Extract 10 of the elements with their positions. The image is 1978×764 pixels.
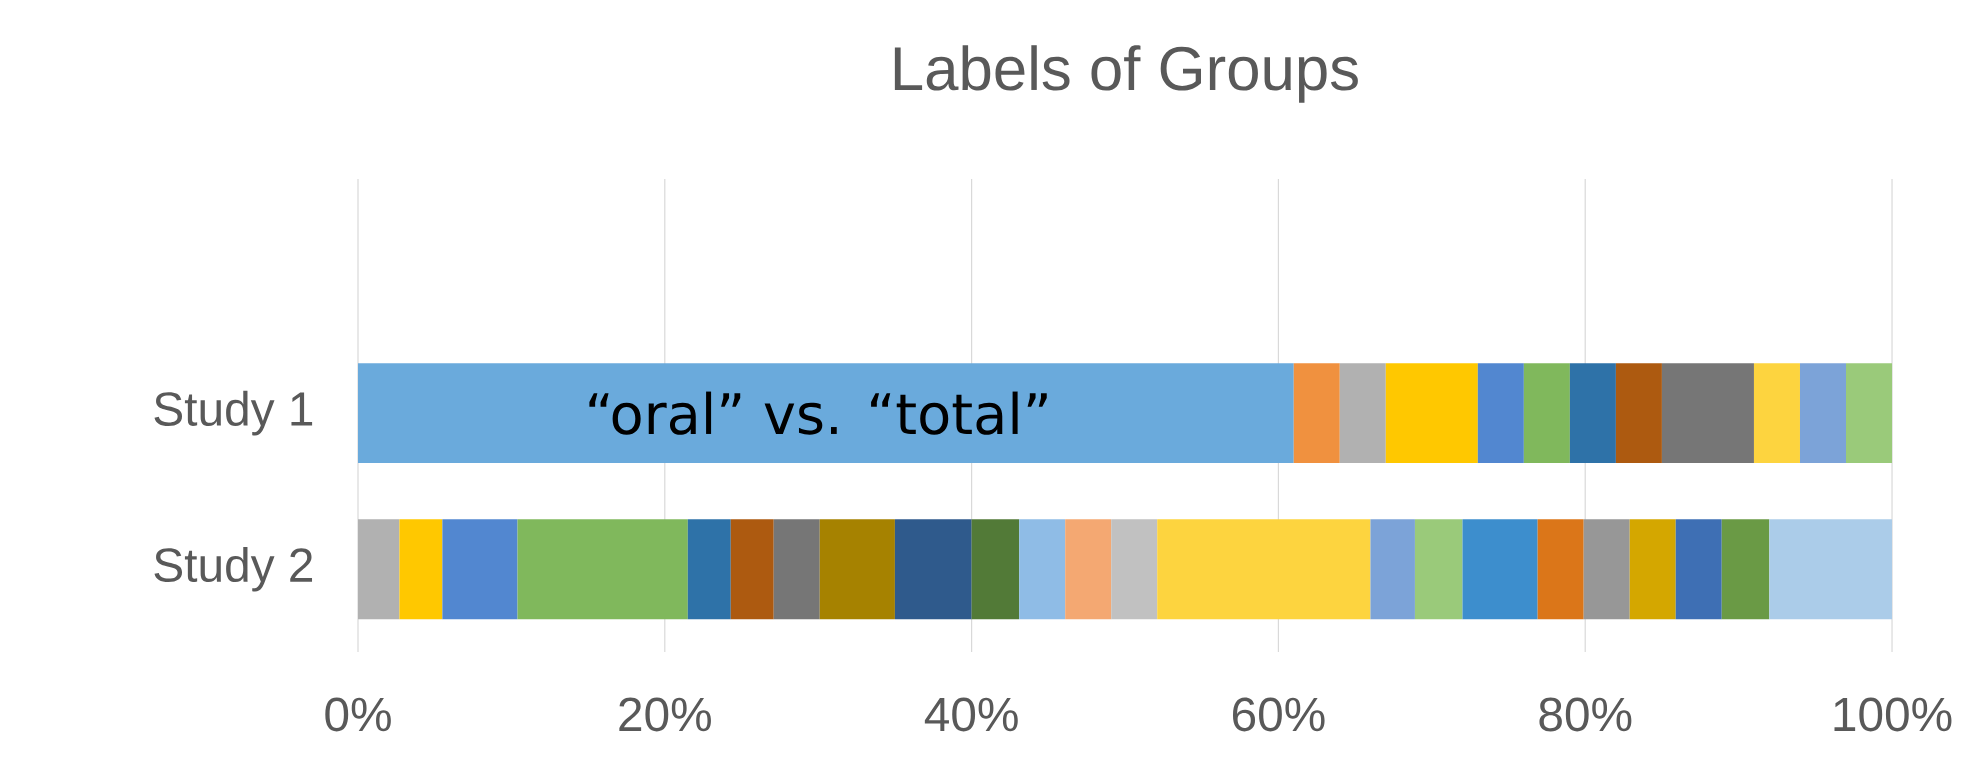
annotation: “oral” vs. “total” (589, 391, 1047, 435)
x-tick-label: 100% (1834, 697, 1952, 732)
chart-title: Labels of Groups (894, 45, 1358, 103)
x-tick-label: 40% (924, 697, 1018, 732)
x-tick-label: 0% (325, 697, 391, 732)
y-tick-label: Study 2 (154, 546, 313, 592)
x-tick-label: 60% (1232, 697, 1325, 732)
x-tick-label: 20% (619, 697, 711, 732)
x-tick-label: 80% (1539, 697, 1632, 732)
y-tick-label: Study 1 (154, 390, 313, 436)
